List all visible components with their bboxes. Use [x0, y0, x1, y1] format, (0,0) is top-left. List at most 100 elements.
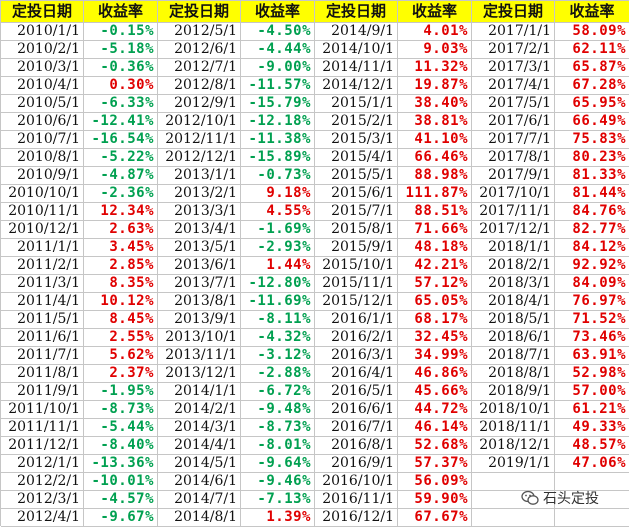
- date-cell: 2013/5/1: [158, 239, 241, 257]
- date-cell: 2010/8/1: [1, 149, 84, 167]
- date-cell: 2011/9/1: [1, 383, 84, 401]
- return-cell: 63.91%: [555, 347, 629, 365]
- date-cell: 2015/11/1: [315, 275, 398, 293]
- date-cell: 2018/8/1: [472, 365, 555, 383]
- return-cell: 66.49%: [555, 113, 629, 131]
- date-cell: 2011/5/1: [1, 311, 84, 329]
- date-cell: 2011/4/1: [1, 293, 84, 311]
- return-cell: -4.87%: [84, 167, 158, 185]
- return-cell: -0.36%: [84, 59, 158, 77]
- header-date-4: 定投日期: [472, 1, 555, 23]
- date-cell: 2012/11/1: [158, 131, 241, 149]
- date-cell: 2018/1/1: [472, 239, 555, 257]
- date-cell: 2019/1/1: [472, 455, 555, 473]
- date-cell: 2018/10/1: [472, 401, 555, 419]
- return-cell: 2.37%: [84, 365, 158, 383]
- return-cell: 84.12%: [555, 239, 629, 257]
- date-cell: 2012/2/1: [1, 473, 84, 491]
- date-cell: 2016/5/1: [315, 383, 398, 401]
- date-cell: 2016/10/1: [315, 473, 398, 491]
- date-cell: 2014/5/1: [158, 455, 241, 473]
- date-cell: 2010/4/1: [1, 77, 84, 95]
- return-cell: -3.12%: [241, 347, 315, 365]
- date-cell: 2016/9/1: [315, 455, 398, 473]
- return-cell: -1.69%: [241, 221, 315, 239]
- date-cell: 2017/6/1: [472, 113, 555, 131]
- date-cell: 2018/3/1: [472, 275, 555, 293]
- return-cell: -13.36%: [84, 455, 158, 473]
- return-cell: 1.44%: [241, 257, 315, 275]
- return-cell: -11.57%: [241, 77, 315, 95]
- return-cell: -4.57%: [84, 491, 158, 509]
- date-cell: 2016/8/1: [315, 437, 398, 455]
- date-cell: 2017/5/1: [472, 95, 555, 113]
- return-cell: 71.66%: [398, 221, 472, 239]
- return-cell: 58.09%: [555, 23, 629, 41]
- return-cell: 81.33%: [555, 167, 629, 185]
- empty-cell: [472, 509, 555, 527]
- return-cell: 48.57%: [555, 437, 629, 455]
- date-cell: 2012/1/1: [1, 455, 84, 473]
- return-cell: 66.46%: [398, 149, 472, 167]
- date-cell: 2015/6/1: [315, 185, 398, 203]
- date-cell: 2012/6/1: [158, 41, 241, 59]
- date-cell: 2013/12/1: [158, 365, 241, 383]
- date-cell: 2013/7/1: [158, 275, 241, 293]
- return-cell: -9.00%: [241, 59, 315, 77]
- return-cell: -11.38%: [241, 131, 315, 149]
- date-cell: 2015/10/1: [315, 257, 398, 275]
- return-cell: -15.79%: [241, 95, 315, 113]
- return-cell: 56.09%: [398, 473, 472, 491]
- date-cell: 2014/3/1: [158, 419, 241, 437]
- return-cell: -4.50%: [241, 23, 315, 41]
- return-cell: -9.48%: [241, 401, 315, 419]
- date-cell: 2017/1/1: [472, 23, 555, 41]
- return-cell: -10.01%: [84, 473, 158, 491]
- date-cell: 2012/9/1: [158, 95, 241, 113]
- date-cell: 2014/8/1: [158, 509, 241, 527]
- date-cell: 2016/7/1: [315, 419, 398, 437]
- date-cell: 2010/1/1: [1, 23, 84, 41]
- date-cell: 2017/12/1: [472, 221, 555, 239]
- return-cell: -5.18%: [84, 41, 158, 59]
- return-cell: -9.64%: [241, 455, 315, 473]
- date-cell: 2015/3/1: [315, 131, 398, 149]
- date-cell: 2010/11/1: [1, 203, 84, 221]
- date-cell: 2015/1/1: [315, 95, 398, 113]
- return-cell: 2.55%: [84, 329, 158, 347]
- date-cell: 2014/10/1: [315, 41, 398, 59]
- date-cell: 2018/11/1: [472, 419, 555, 437]
- date-cell: 2015/9/1: [315, 239, 398, 257]
- date-cell: 2010/12/1: [1, 221, 84, 239]
- return-cell: 62.11%: [555, 41, 629, 59]
- return-cell: -6.72%: [241, 383, 315, 401]
- date-cell: 2011/6/1: [1, 329, 84, 347]
- return-cell: 11.32%: [398, 59, 472, 77]
- return-cell: 8.35%: [84, 275, 158, 293]
- return-cell: -2.93%: [241, 239, 315, 257]
- return-cell: -4.32%: [241, 329, 315, 347]
- date-cell: 2014/7/1: [158, 491, 241, 509]
- date-cell: 2011/1/1: [1, 239, 84, 257]
- date-cell: 2017/10/1: [472, 185, 555, 203]
- return-cell: -9.67%: [84, 509, 158, 527]
- return-cell: 48.18%: [398, 239, 472, 257]
- return-cell: 2.63%: [84, 221, 158, 239]
- date-cell: 2013/4/1: [158, 221, 241, 239]
- date-cell: 2014/1/1: [158, 383, 241, 401]
- date-cell: 2018/2/1: [472, 257, 555, 275]
- return-cell: -8.40%: [84, 437, 158, 455]
- date-cell: 2012/5/1: [158, 23, 241, 41]
- return-cell: -0.15%: [84, 23, 158, 41]
- date-cell: 2017/2/1: [472, 41, 555, 59]
- return-cell: 57.12%: [398, 275, 472, 293]
- return-cell: 81.44%: [555, 185, 629, 203]
- return-cell: 12.34%: [84, 203, 158, 221]
- return-cell: 4.01%: [398, 23, 472, 41]
- return-cell: 49.33%: [555, 419, 629, 437]
- date-cell: 2017/8/1: [472, 149, 555, 167]
- return-cell: 9.18%: [241, 185, 315, 203]
- return-cell: 5.62%: [84, 347, 158, 365]
- date-cell: 2012/12/1: [158, 149, 241, 167]
- date-cell: 2018/7/1: [472, 347, 555, 365]
